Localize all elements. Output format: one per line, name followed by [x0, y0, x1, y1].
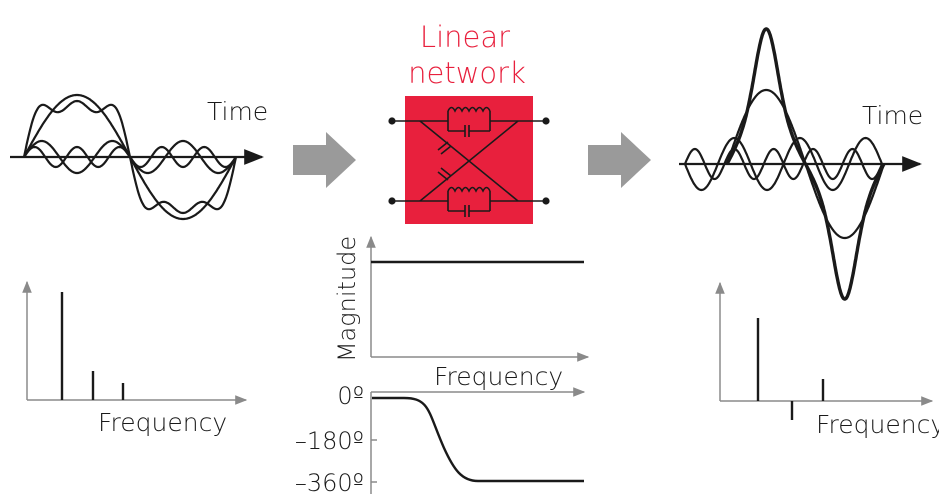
phase-plot: 0º –180º –360º — [295, 382, 586, 496]
output-waveforms — [683, 27, 886, 301]
phase-tick-label-0: 0º — [337, 382, 364, 410]
output-time-label: Time — [862, 101, 923, 130]
input-time-label: Time — [207, 97, 268, 126]
output-spectrum-plot: Frequency — [715, 281, 939, 439]
network-title-line2: network — [408, 56, 526, 90]
input-time-plot: Time — [10, 93, 268, 221]
output-fifth-harmonic-wave — [683, 147, 884, 181]
output-time-plot: Time — [679, 27, 923, 301]
phase-tick-label-360: –360º — [295, 469, 364, 496]
right-arrow-icon — [293, 132, 356, 188]
input-waveforms — [22, 93, 238, 221]
input-spectrum-plot: Frequency — [22, 280, 248, 437]
right-arrow-icon — [588, 132, 651, 188]
linear-network-block: Linear network — [388, 20, 550, 224]
input-spectrum-frequency-label: Frequency — [98, 408, 227, 437]
output-sum-wave — [725, 27, 886, 301]
input-sum-wave — [22, 99, 238, 215]
output-spectrum-frequency-label: Frequency — [816, 410, 939, 439]
phase-response-curve — [372, 396, 584, 483]
magnitude-ylabel: Magnitude — [333, 236, 361, 362]
magnitude-frequency-label: Frequency — [434, 362, 563, 391]
network-title-line1: Linear — [420, 20, 510, 54]
lattice-circuit-icon — [388, 106, 550, 217]
magnitude-plot: Magnitude Frequency — [333, 235, 590, 391]
phase-tick-label-180: –180º — [295, 427, 364, 455]
